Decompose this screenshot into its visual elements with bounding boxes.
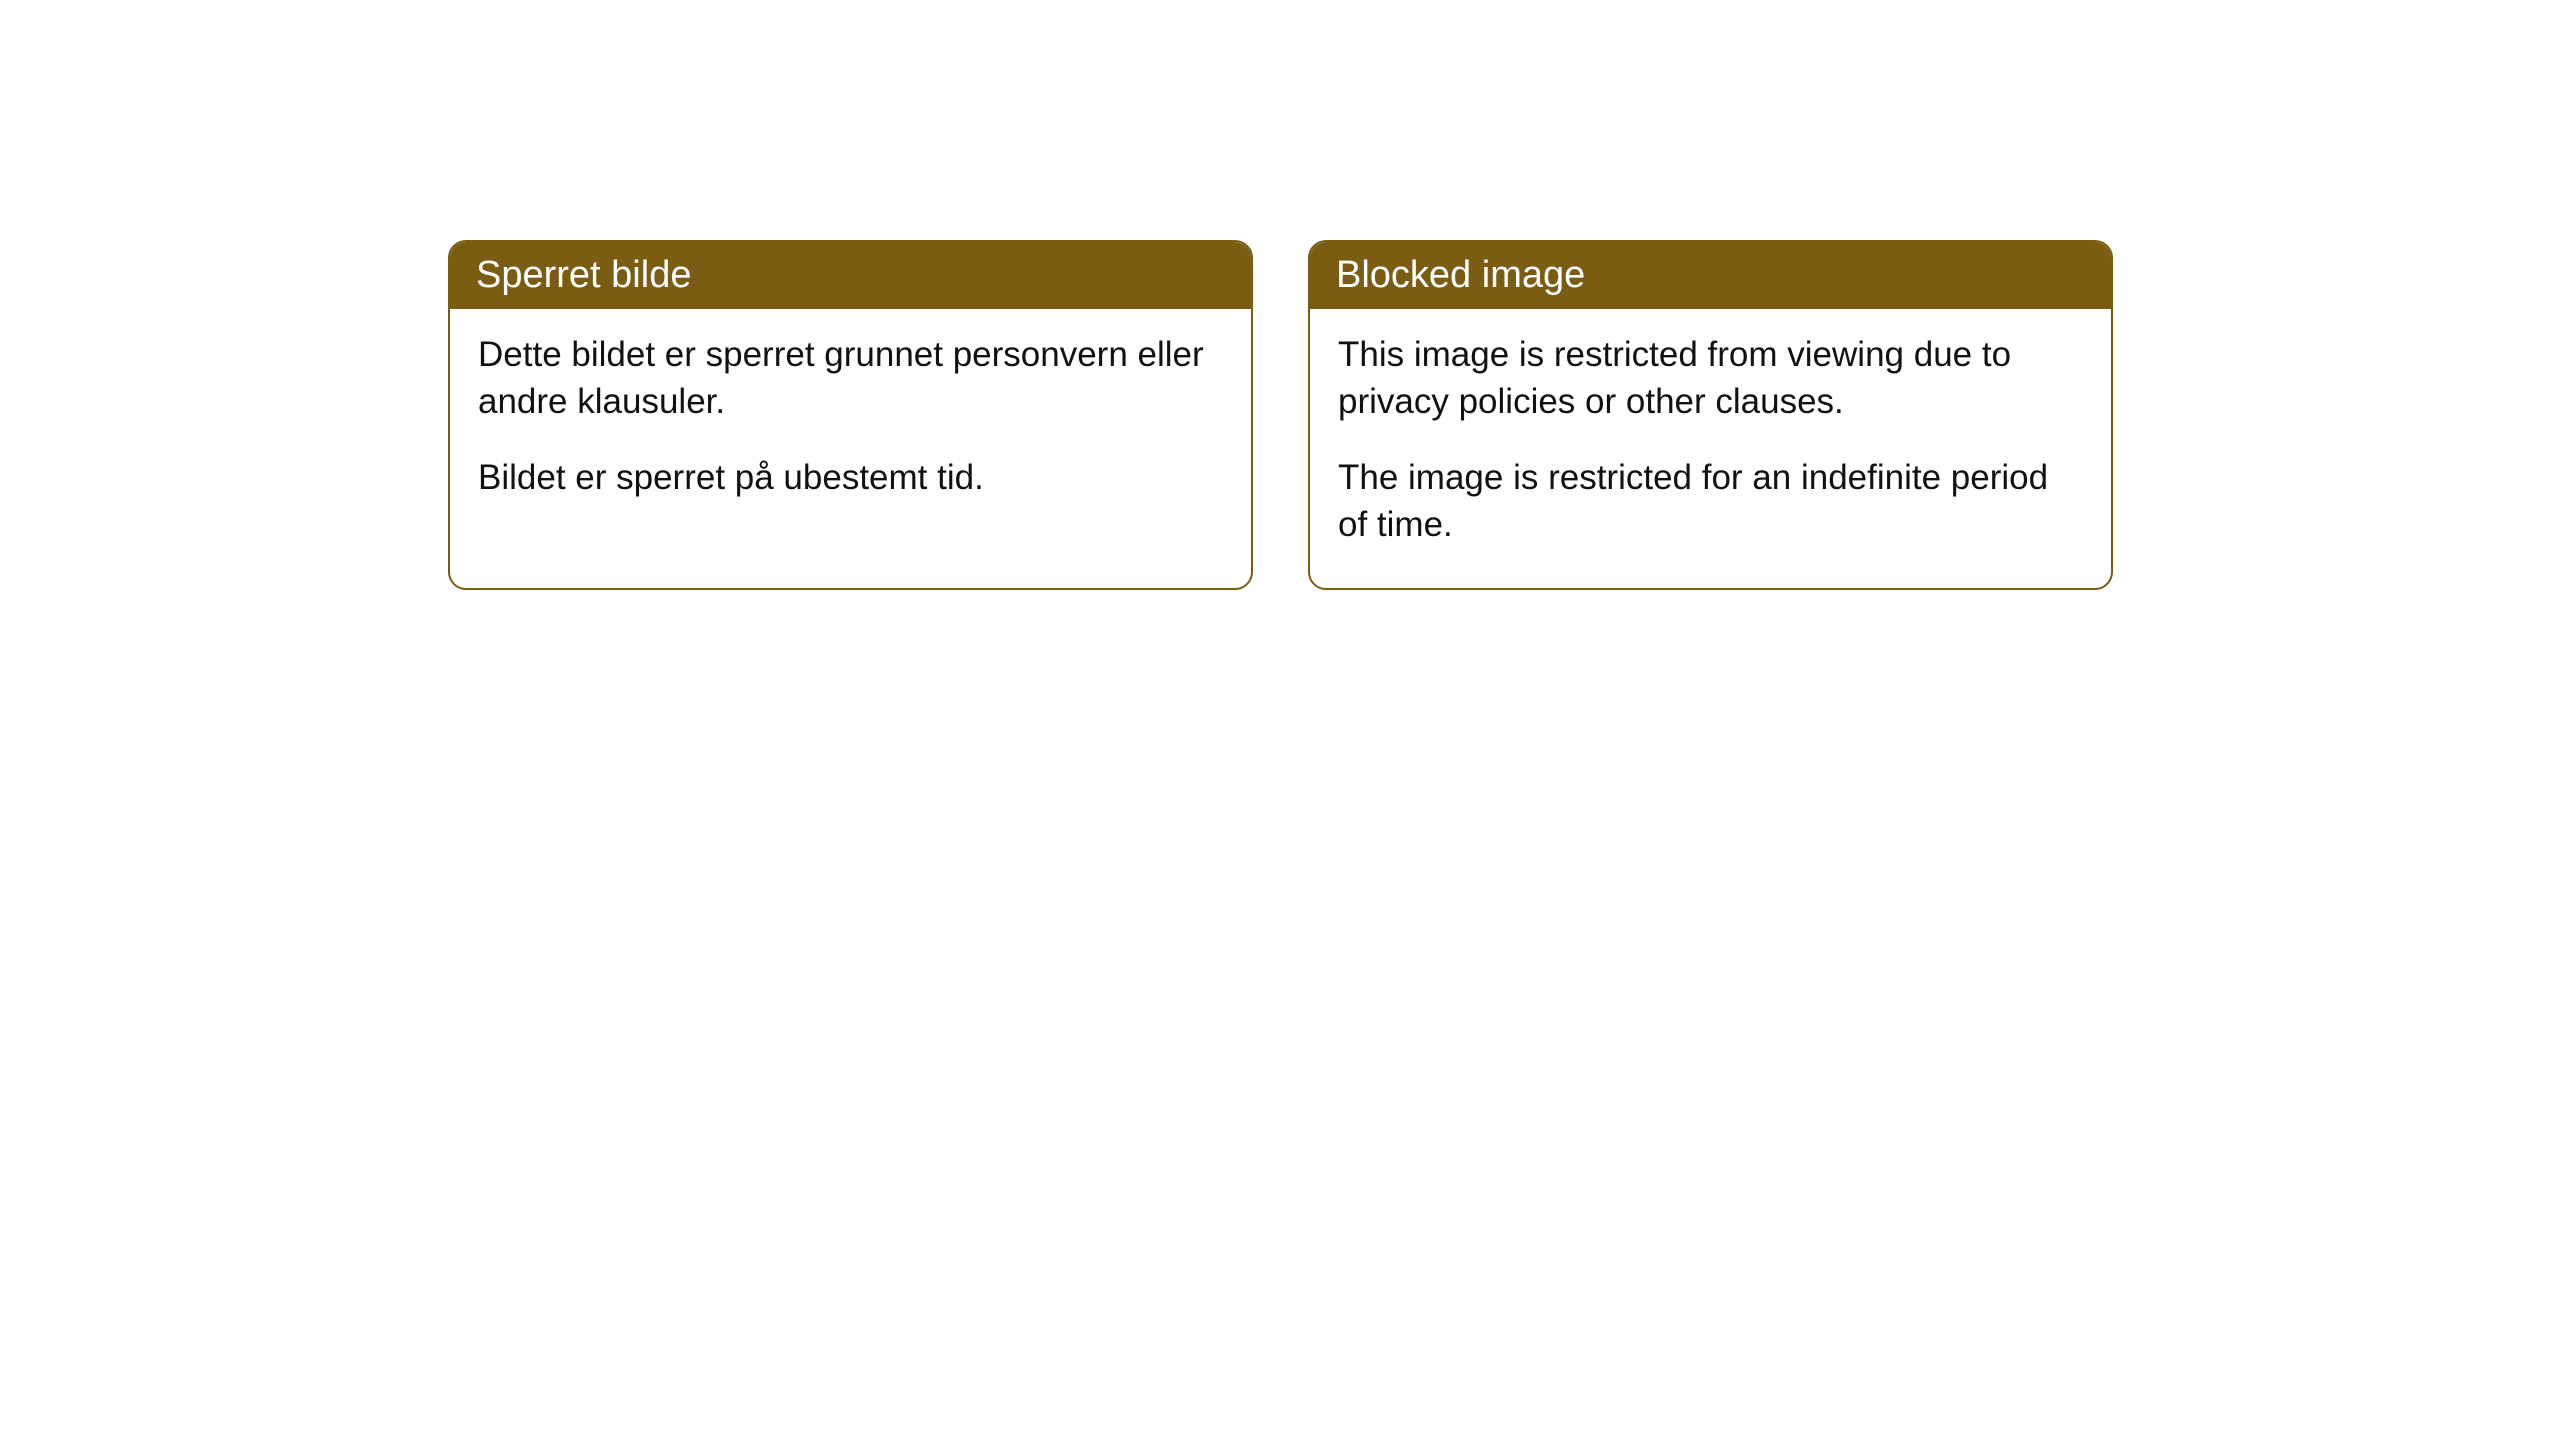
cards-container: Sperret bilde Dette bildet er sperret gr… — [0, 0, 2560, 590]
card-header: Blocked image — [1310, 242, 2111, 309]
card-paragraph: The image is restricted for an indefinit… — [1338, 454, 2083, 549]
card-paragraph: Bildet er sperret på ubestemt tid. — [478, 454, 1223, 501]
card-title: Blocked image — [1336, 254, 1585, 296]
blocked-image-card-no: Sperret bilde Dette bildet er sperret gr… — [448, 240, 1253, 590]
card-body: This image is restricted from viewing du… — [1310, 309, 2111, 588]
card-header: Sperret bilde — [450, 242, 1251, 309]
card-title: Sperret bilde — [476, 254, 691, 296]
blocked-image-card-en: Blocked image This image is restricted f… — [1308, 240, 2113, 590]
card-body: Dette bildet er sperret grunnet personve… — [450, 309, 1251, 541]
card-paragraph: This image is restricted from viewing du… — [1338, 331, 2083, 426]
card-paragraph: Dette bildet er sperret grunnet personve… — [478, 331, 1223, 426]
